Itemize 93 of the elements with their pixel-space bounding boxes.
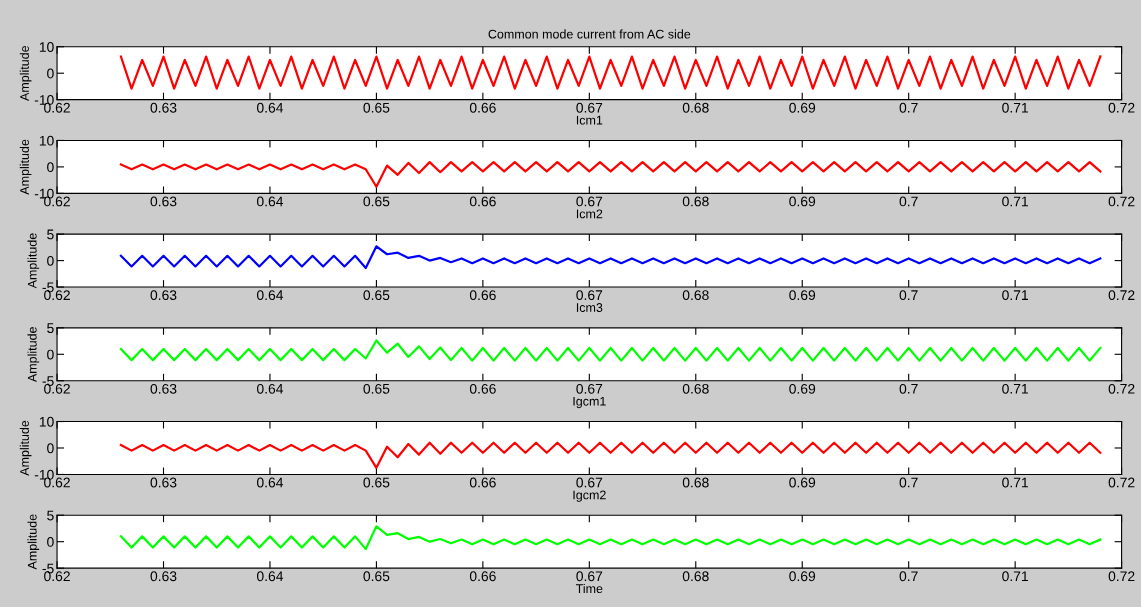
x-tick-label: 0.64: [256, 290, 284, 301]
x-tick-label: 0.65: [363, 196, 390, 207]
x-tick-label: 0.68: [682, 571, 709, 582]
x-tick-label: 0.65: [363, 477, 390, 488]
x-tick-label: 0.62: [44, 383, 70, 394]
x-tick-label: 0.66: [469, 477, 496, 488]
x-tick-label: 0.72: [1108, 196, 1135, 207]
x-tick-label: 0.67: [576, 383, 603, 394]
y-axis-title: Amplitude: [19, 139, 32, 195]
y-tick-label: 10: [39, 135, 54, 146]
x-tick-label: 0.7: [899, 290, 918, 301]
x-tick-label: 0.7: [899, 571, 918, 582]
y-tick-label: 10: [39, 416, 54, 427]
x-tick-label: 0.71: [1002, 196, 1028, 207]
y-tick-label: 0: [47, 537, 54, 547]
y-tick-label: 0: [47, 162, 54, 173]
x-tick-label: 0.69: [789, 383, 816, 394]
y-tick-label: 0: [47, 349, 54, 360]
x-tick-label: 0.69: [789, 571, 816, 582]
line-series: [119, 161, 1102, 188]
x-tick-label: 0.66: [469, 196, 496, 207]
x-tick-label: 0.72: [1108, 571, 1135, 582]
x-tick-label: 0.71: [1002, 290, 1028, 301]
y-axis-title: Amplitude: [27, 514, 40, 570]
x-tick-label: 0.65: [363, 383, 390, 394]
y-tick-label: 5: [47, 510, 54, 521]
y-axis-title: Amplitude: [27, 327, 40, 383]
x-tick-label: 0.66: [469, 571, 496, 582]
x-tick-label: 0.63: [150, 477, 177, 488]
x-tick-label: 0.64: [256, 102, 284, 113]
x-tick-label: 0.71: [1002, 102, 1028, 113]
x-tick-label: 0.7: [899, 383, 918, 394]
x-tick-label: 0.69: [789, 290, 816, 301]
x-tick-label: 0.63: [150, 571, 177, 582]
x-tick-label: 0.65: [363, 290, 390, 301]
x-axis-title: Igcm2: [573, 490, 606, 502]
x-tick-label: 0.68: [682, 196, 709, 207]
x-tick-label: 0.68: [682, 102, 709, 113]
x-tick-label: 0.68: [682, 383, 709, 394]
y-tick-label: -5: [42, 376, 54, 386]
x-tick-label: 0.64: [256, 477, 284, 488]
x-axis-title: Icm2: [576, 209, 603, 219]
line-series: [119, 441, 1102, 469]
x-tick-label: 0.63: [150, 290, 177, 301]
x-tick-label: 0.65: [363, 571, 390, 582]
x-axis-title: Icm1: [576, 115, 603, 125]
y-axis-title: Amplitude: [27, 233, 40, 289]
x-tick-label: 0.72: [1108, 102, 1135, 113]
x-tick-label: 0.72: [1108, 290, 1135, 301]
x-tick-label: 0.67: [576, 196, 603, 207]
line-series: [119, 55, 1102, 90]
x-axis-title: Igcm1: [573, 396, 606, 409]
y-axis-title: Amplitude: [19, 420, 32, 476]
y-tick-label: 10: [39, 42, 54, 52]
x-tick-label: 0.68: [682, 477, 709, 488]
y-axis-title: Amplitude: [19, 45, 32, 101]
x-tick-label: 0.7: [899, 102, 918, 113]
x-tick-label: 0.64: [256, 383, 284, 394]
line-series: [119, 339, 1102, 362]
y-tick-label: 0: [47, 68, 54, 79]
x-tick-label: 0.64: [256, 196, 284, 207]
x-tick-label: 0.72: [1108, 383, 1135, 394]
x-tick-label: 0.63: [150, 102, 177, 113]
x-tick-label: 0.67: [576, 102, 603, 113]
chart-title: Common mode current from AC side: [488, 29, 691, 39]
x-tick-label: 0.66: [469, 383, 496, 394]
x-axis-title: Time: [575, 583, 603, 594]
line-series: [119, 245, 1102, 270]
x-tick-label: 0.7: [899, 477, 918, 488]
x-tick-label: 0.69: [789, 477, 816, 488]
x-tick-label: 0.67: [576, 571, 603, 582]
x-tick-label: 0.7: [899, 196, 918, 207]
y-tick-label: 0: [47, 255, 54, 266]
x-tick-label: 0.65: [363, 102, 390, 113]
x-axis-title: Icm3: [576, 303, 603, 312]
x-tick-label: 0.63: [150, 383, 177, 394]
x-tick-label: 0.69: [789, 102, 816, 113]
x-tick-label: 0.72: [1108, 477, 1135, 488]
x-tick-label: 0.67: [576, 477, 603, 488]
y-tick-label: 0: [47, 443, 54, 454]
x-tick-label: 0.71: [1002, 571, 1028, 582]
y-tick-label: 5: [47, 229, 54, 240]
x-tick-label: 0.66: [469, 290, 496, 301]
x-tick-label: 0.66: [469, 102, 496, 113]
y-tick-label: 5: [47, 323, 54, 333]
x-tick-label: 0.71: [1002, 383, 1028, 394]
x-tick-label: 0.71: [1002, 477, 1028, 488]
x-tick-label: 0.63: [150, 196, 177, 207]
x-tick-label: 0.69: [789, 196, 816, 207]
x-tick-label: 0.64: [256, 571, 284, 582]
x-tick-label: 0.68: [682, 290, 709, 301]
line-series: [119, 525, 1102, 551]
x-tick-label: 0.67: [576, 290, 603, 301]
